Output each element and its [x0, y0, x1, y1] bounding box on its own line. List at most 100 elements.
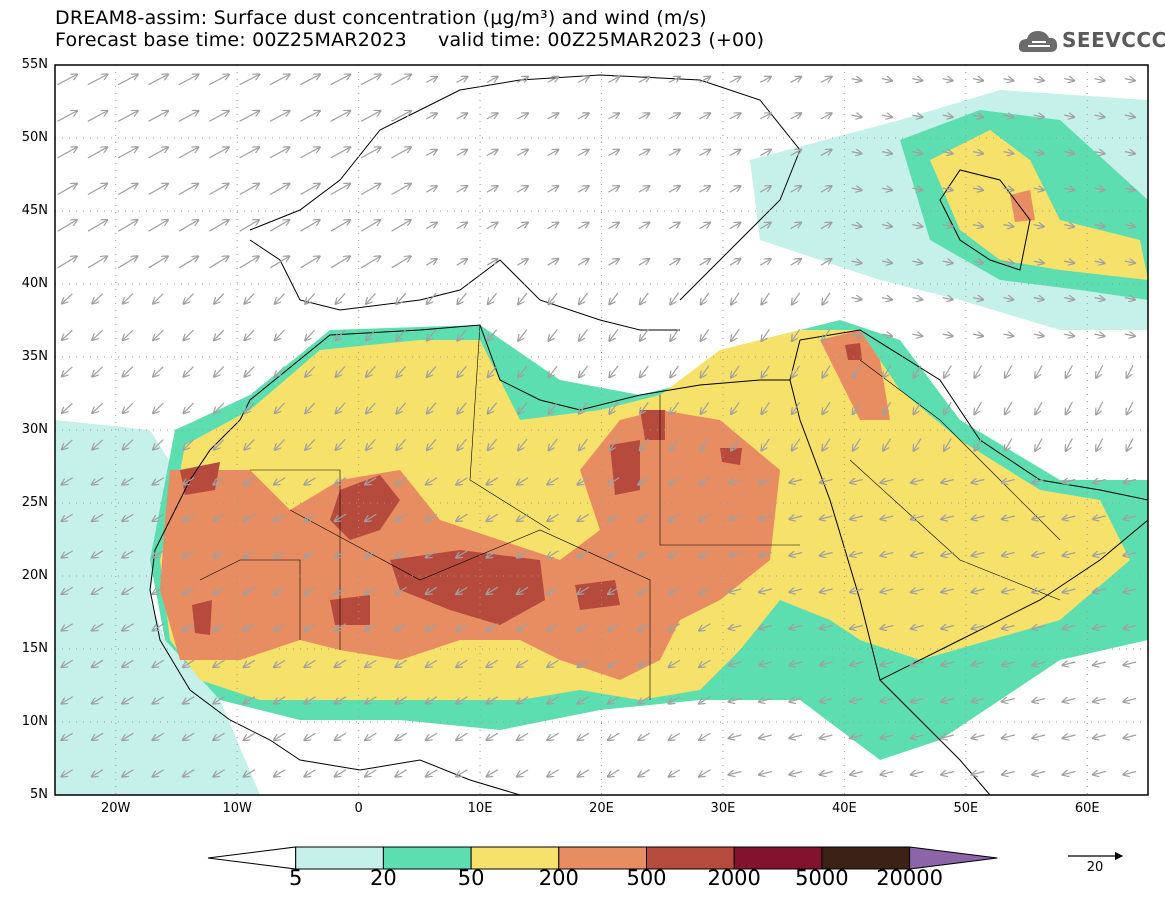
wind-arrow: [881, 261, 892, 263]
wind-arrow: [820, 186, 831, 193]
wind-arrow: [638, 659, 650, 667]
wind-arrow: [57, 256, 77, 269]
wind-arrow: [820, 77, 832, 83]
wind-arrow: [244, 477, 256, 485]
wind-arrow: [883, 401, 892, 414]
wind-arrow: [305, 513, 316, 521]
wind-arrow: [790, 223, 801, 230]
wind-arrow: [153, 769, 165, 777]
wind-arrow: [669, 659, 681, 667]
wind-arrow: [668, 223, 679, 230]
wind-arrow: [942, 225, 953, 227]
wind-arrow: [391, 220, 411, 232]
wind-arrow: [608, 77, 619, 83]
wind-arrow: [729, 259, 740, 266]
wind-arrow: [274, 586, 286, 594]
wind-arrow: [426, 550, 438, 558]
wind-arrow: [578, 550, 590, 558]
wind-arrow: [245, 366, 255, 377]
wind-arrow: [153, 402, 164, 413]
wind-arrow: [578, 586, 590, 594]
wind-arrow: [486, 223, 497, 230]
wind-arrow: [820, 516, 833, 519]
wind-arrow: [274, 769, 286, 777]
dust-region-caspian-orange: [1010, 190, 1035, 222]
wind-arrow: [851, 334, 862, 336]
lat-tick-label: 15N: [21, 641, 48, 656]
wind-arrow: [668, 259, 679, 266]
wind-arrow: [244, 732, 256, 740]
wind-arrow: [1124, 79, 1135, 81]
wind-arrow: [972, 152, 983, 154]
wind-arrow: [366, 329, 376, 340]
wind-arrow: [547, 659, 559, 667]
wind-arrow: [213, 769, 225, 777]
wind-arrow: [975, 365, 983, 378]
wind-arrow: [335, 769, 347, 777]
wind-arrow: [790, 735, 803, 738]
lat-lon-grid: [55, 65, 1148, 795]
wind-arrow: [881, 298, 892, 300]
wind-arrow: [670, 365, 679, 377]
wind-arrow: [426, 696, 438, 704]
wind-arrow: [669, 513, 681, 521]
wind-arrow: [699, 623, 711, 631]
wind-arrow: [62, 329, 73, 339]
wind-arrow: [62, 769, 74, 777]
wind-arrow: [517, 659, 529, 667]
wind-arrow: [701, 292, 710, 304]
wind-arrow: [792, 328, 801, 341]
wind-arrow: [1063, 480, 1076, 483]
wind-arrow: [456, 223, 467, 230]
wind-arrow: [305, 769, 316, 777]
wind-arrow: [183, 659, 195, 667]
wind-arrow: [1093, 735, 1106, 738]
wind-arrow: [1033, 79, 1044, 81]
wind-arrow: [729, 223, 740, 230]
wind-arrow: [729, 772, 742, 775]
wind-arrow: [274, 623, 286, 631]
wind-arrow: [275, 402, 285, 413]
wind-arrow: [912, 298, 922, 300]
wind-arrow: [881, 772, 894, 775]
cloud-icon: [1018, 31, 1058, 52]
coastlines: [149, 74, 1148, 795]
wind-arrow: [62, 586, 74, 594]
wind-arrow: [517, 259, 527, 266]
wind-arrow: [330, 220, 350, 232]
wind-arrow: [57, 147, 77, 159]
wind-arrow: [638, 113, 650, 120]
wind-arrow: [118, 184, 137, 196]
wind-arrow: [911, 589, 924, 592]
wind-arrow: [1127, 401, 1134, 414]
wind-arrow: [699, 150, 711, 157]
wind-arrow: [397, 365, 407, 377]
wind-arrow: [456, 732, 468, 740]
wind-arrow: [92, 513, 104, 521]
wind-arrow: [790, 699, 803, 702]
wind-arrow: [397, 329, 407, 341]
wind-arrow: [487, 477, 499, 485]
wind-arrow: [1094, 188, 1105, 190]
wind-arrow: [391, 147, 411, 159]
wind-arrow: [456, 769, 468, 777]
dust-region-core-8: [192, 600, 212, 635]
wind-arrow: [213, 586, 225, 594]
wind-arrow: [92, 769, 104, 777]
wind-arrow: [427, 365, 437, 377]
colorbar-level-label: 20000: [876, 866, 943, 890]
wind-arrow: [209, 147, 228, 159]
wind-arrow: [640, 402, 649, 414]
wind-arrow: [972, 516, 985, 519]
wind-arrow: [122, 623, 134, 631]
wind-arrow: [608, 769, 620, 777]
wind-arrow: [427, 438, 437, 450]
wind-arrow: [62, 477, 74, 485]
wind-arrow: [759, 772, 772, 775]
wind-arrow: [820, 589, 833, 592]
wind-arrow: [517, 732, 529, 740]
wind-arrow: [850, 626, 863, 629]
wind-arrow: [911, 626, 924, 629]
wind-arrow: [269, 147, 289, 159]
wind-arrow: [244, 659, 256, 667]
